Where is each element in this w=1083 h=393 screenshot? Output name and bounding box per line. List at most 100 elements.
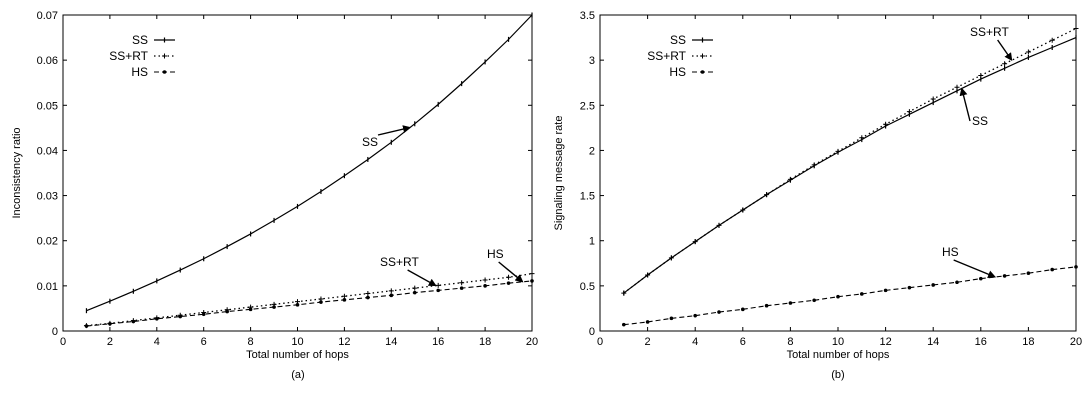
data-point <box>859 135 865 141</box>
data-point <box>459 280 465 286</box>
data-point <box>764 192 770 198</box>
legend-label: SS+RT <box>109 49 148 63</box>
data-point <box>979 276 983 281</box>
annotation-arrow <box>953 259 997 279</box>
y-tick-label: 0.07 <box>37 10 58 22</box>
data-point <box>906 109 912 115</box>
data-point <box>740 207 746 213</box>
data-point <box>883 288 888 293</box>
data-point <box>741 307 745 312</box>
chart-panel-b: 0 2 4 6 8 10 12 14 16 18 20 0 0.5 1 1.5 2 2.5 3 3.5 Total n… <box>553 10 1082 381</box>
data-point <box>860 292 864 296</box>
data-point <box>954 84 960 90</box>
y-tick-label: 1 <box>589 236 595 248</box>
x-tick-label: 16 <box>432 336 444 348</box>
panel-caption: (a) <box>291 369 304 381</box>
x-tick-label: 0 <box>597 336 603 348</box>
x-tick-label: 10 <box>832 336 844 348</box>
x-tick-label: 12 <box>879 336 891 348</box>
data-point <box>1049 37 1055 43</box>
annotation-arrow <box>498 261 524 283</box>
x-tick-label: 4 <box>154 336 160 348</box>
annotation-label: SS <box>972 114 988 128</box>
data-point <box>178 314 183 319</box>
y-tick-label: 0.04 <box>37 145 58 157</box>
data-point <box>1026 271 1031 276</box>
data-point <box>272 305 276 309</box>
annotation-arrow <box>959 87 971 122</box>
data-point <box>907 285 912 290</box>
x-tick-label: 6 <box>740 336 746 348</box>
data-point <box>365 291 371 297</box>
x-tick-label: 0 <box>60 336 66 348</box>
y-axis-label: Signaling message rate <box>553 116 565 231</box>
data-point <box>131 319 136 324</box>
legend-label: SS <box>670 33 686 47</box>
y-tick-label: 0 <box>52 326 58 338</box>
data-point <box>482 277 488 283</box>
series-line-ss <box>86 14 533 312</box>
x-tick-label: 14 <box>385 336 397 348</box>
y-tick-label: 0 <box>589 326 595 338</box>
x-tick-label: 20 <box>1070 336 1082 348</box>
data-point <box>506 274 512 280</box>
x-tick-label: 2 <box>645 336 651 348</box>
data-point <box>1074 265 1078 269</box>
data-point <box>248 307 253 312</box>
data-point <box>645 320 650 324</box>
y-tick-label: 0.02 <box>37 236 58 248</box>
data-point <box>978 72 984 78</box>
data-point <box>1002 61 1008 67</box>
x-tick-label: 4 <box>692 336 698 348</box>
data-point <box>693 313 697 318</box>
data-point <box>955 280 959 285</box>
data-point <box>787 176 793 182</box>
annotation-label: HS <box>942 245 959 259</box>
data-point <box>506 281 511 285</box>
legend-label: HS <box>669 65 686 79</box>
y-tick-label: 0.06 <box>37 55 58 67</box>
data-point <box>225 309 229 314</box>
data-point <box>366 295 370 300</box>
x-tick-label: 16 <box>975 336 987 348</box>
data-point <box>1025 49 1031 55</box>
data-point <box>835 148 841 154</box>
data-point <box>459 286 464 290</box>
data-point <box>530 279 534 283</box>
data-point <box>883 121 889 127</box>
annotation-label: HS <box>487 247 504 261</box>
x-tick-label: 2 <box>107 336 113 348</box>
series-line-ss <box>623 37 1077 294</box>
data-point <box>930 96 936 102</box>
data-point <box>201 312 206 317</box>
legend-marker <box>162 53 167 59</box>
x-tick-label: 8 <box>248 336 254 348</box>
data-point <box>668 255 674 261</box>
data-point <box>108 321 112 326</box>
data-point <box>788 301 793 305</box>
data-point <box>412 285 418 291</box>
panel-caption: (b) <box>831 369 844 381</box>
data-point <box>412 290 417 295</box>
data-point <box>716 222 722 228</box>
legend-label: HS <box>131 65 148 79</box>
annotation-arrow <box>997 39 1013 62</box>
y-tick-label: 0.01 <box>37 281 58 293</box>
legend-marker <box>162 70 167 74</box>
series-line-hs <box>623 266 1077 326</box>
x-tick-label: 6 <box>201 336 207 348</box>
series-line-hs <box>86 280 533 327</box>
chart-panel-a: 0 2 4 6 8 10 12 14 16 18 20 0 0.01 0.02 0.03 0.04 0.05 0.… <box>11 10 538 381</box>
annotation-arrow <box>377 125 412 136</box>
legend-label: SS <box>132 33 148 47</box>
x-tick-label: 12 <box>338 336 350 348</box>
x-tick-label: 8 <box>787 336 793 348</box>
y-tick-label: 3.5 <box>580 10 595 22</box>
data-point <box>529 271 535 277</box>
annotation-arrow <box>407 269 437 287</box>
y-tick-label: 2.5 <box>580 100 595 112</box>
data-point <box>812 298 816 303</box>
x-tick-label: 18 <box>1022 336 1034 348</box>
y-tick-label: 0.5 <box>580 281 595 293</box>
